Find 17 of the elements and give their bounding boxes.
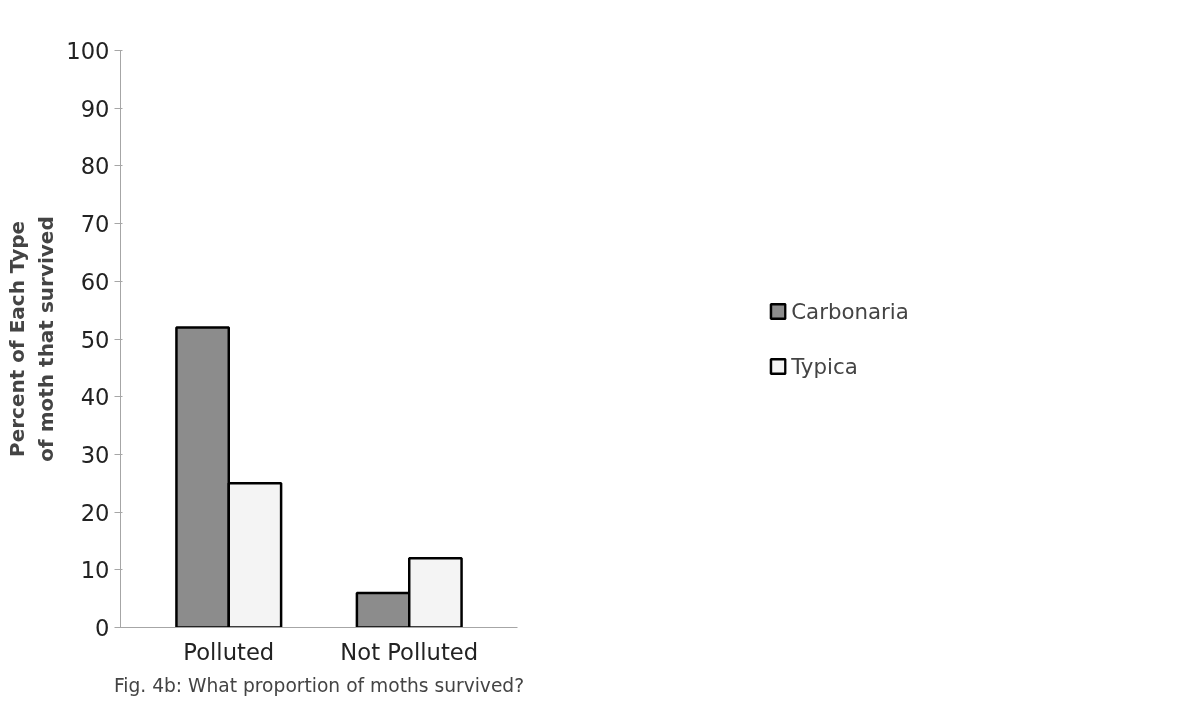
y-tick-label: 0 [95, 615, 110, 641]
x-tick-label: Polluted [183, 638, 275, 665]
legend-label: Typica [791, 353, 858, 379]
caption: Fig. 4b: What proportion of moths survived? [113, 674, 525, 696]
y-tick-label: 100 [66, 38, 110, 64]
x-tick-label: Not Polluted [340, 638, 479, 665]
y-tick-label: 10 [80, 557, 110, 584]
y-tick-label: 90 [80, 95, 110, 122]
y-axis-title: Percent of Each Type of moth that survived [5, 216, 59, 462]
y-tick-label: 40 [80, 384, 110, 411]
y-tick-label: 20 [80, 499, 110, 526]
y-tick-label: 70 [80, 211, 110, 238]
y-tick-label: 50 [80, 326, 110, 353]
y-tick-label: 30 [80, 441, 110, 468]
legend-label: Carbonaria [791, 298, 909, 324]
y-tick-label: 80 [80, 153, 110, 180]
y-tick-label: 60 [80, 268, 110, 295]
